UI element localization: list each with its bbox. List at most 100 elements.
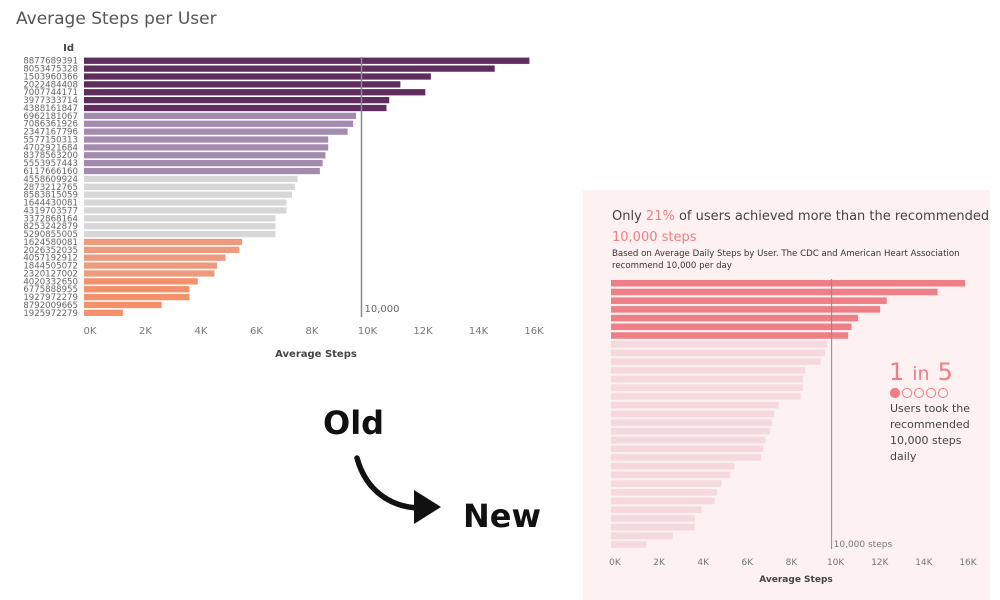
old-bar xyxy=(84,309,123,316)
old-x-tick-label: 10K xyxy=(358,326,378,337)
old-y-tick-label: 1624580081 xyxy=(23,238,78,248)
old-bar xyxy=(84,238,243,246)
new-bar xyxy=(611,393,801,400)
old-x-tick-label: 6K xyxy=(250,326,263,337)
title-prefix: Only xyxy=(612,209,646,224)
new-bar xyxy=(611,297,887,304)
new-bar xyxy=(611,332,849,339)
callout-one: 1 xyxy=(889,358,904,386)
old-y-tick-label: 5577150313 xyxy=(23,135,78,145)
old-bar xyxy=(84,293,190,301)
old-bar xyxy=(84,120,354,127)
new-bar xyxy=(611,471,731,479)
old-bar xyxy=(84,207,287,214)
old-y-tick-label: 8053475328 xyxy=(23,65,78,75)
old-y-tick-label: 3977333714 xyxy=(23,96,78,106)
new-bar xyxy=(611,515,695,522)
new-chart-title-line1: Only 21% of users achieved more than the… xyxy=(612,209,989,224)
old-y-tick-label: 2347167796 xyxy=(23,128,78,138)
new-bar xyxy=(611,445,764,452)
old-bar xyxy=(84,65,495,72)
old-y-tick-label: 4558609924 xyxy=(23,175,78,185)
new-bar xyxy=(611,367,806,374)
old-y-tick-label: 3372868164 xyxy=(23,214,78,224)
dot-empty-icon xyxy=(925,387,937,399)
old-bar xyxy=(84,160,323,167)
new-bar xyxy=(611,323,852,331)
new-subtitle-line2: recommend 10,000 per day xyxy=(612,261,732,271)
old-x-tick-label: 0K xyxy=(84,326,97,337)
old-bar xyxy=(84,230,276,238)
title-highlight: 21% xyxy=(646,209,675,224)
old-y-tick-label: 4702921684 xyxy=(23,143,78,153)
old-bar xyxy=(84,144,329,151)
old-bar xyxy=(84,262,218,269)
old-row-header: Id xyxy=(63,43,74,54)
new-bar xyxy=(611,489,717,496)
old-bar xyxy=(84,183,295,190)
dot-empty-icon xyxy=(937,387,949,399)
old-bar xyxy=(84,104,387,112)
old-bar xyxy=(84,81,401,88)
new-x-tick-label: 12K xyxy=(871,558,889,568)
old-bar xyxy=(84,215,276,222)
old-y-tick-label: 2026352035 xyxy=(23,246,78,256)
old-y-tick-label: 8877689391 xyxy=(23,57,78,67)
callout-in: in xyxy=(912,363,929,385)
new-bar xyxy=(611,358,821,365)
new-x-tick-label: 0K xyxy=(609,558,622,568)
new-subtitle-line1: Based on Average Daily Steps by User. Th… xyxy=(612,249,960,259)
old-bar xyxy=(84,301,162,309)
old-bar xyxy=(84,191,293,198)
old-bar xyxy=(84,246,240,253)
old-bar xyxy=(84,254,226,261)
old-bar xyxy=(84,167,320,175)
arrow-head-icon xyxy=(414,490,441,524)
old-y-tick-label: 2022484408 xyxy=(23,80,78,90)
old-y-tick-label: 4020332650 xyxy=(23,277,78,287)
dot-empty-icon xyxy=(913,387,925,399)
old-bars xyxy=(84,57,530,316)
old-bar xyxy=(84,199,287,206)
old-y-tick-label: 1503960366 xyxy=(23,72,78,82)
new-chart: Only 21% of users achieved more than the… xyxy=(609,209,989,585)
old-x-tick-label: 12K xyxy=(413,326,433,337)
old-y-tick-label: 4319703577 xyxy=(23,206,78,216)
dot-empty-icon xyxy=(901,387,913,399)
new-x-tick-label: 2K xyxy=(653,558,666,568)
old-y-tick-label: 1844505072 xyxy=(23,262,78,272)
old-x-tick-label: 2K xyxy=(139,326,152,337)
old-bar xyxy=(84,223,276,230)
old-y-tick-label: 1925972279 xyxy=(23,309,78,319)
new-x-tick-label: 10K xyxy=(827,558,845,568)
callout-line-1: Users took the xyxy=(890,402,970,415)
old-bar xyxy=(84,128,348,135)
old-y-tick-label: 5553957443 xyxy=(23,159,78,169)
old-bar xyxy=(84,270,215,277)
old-x-tick-label: 4K xyxy=(195,326,208,337)
old-x-tick-label: 16K xyxy=(524,326,544,337)
old-label: Old xyxy=(323,404,384,442)
new-bar xyxy=(611,462,735,470)
new-bar xyxy=(611,419,773,426)
new-bar xyxy=(611,428,770,435)
old-bar xyxy=(84,175,298,183)
new-x-tick-label: 8K xyxy=(786,558,799,568)
old-y-tick-label: 8378563200 xyxy=(23,151,78,161)
title-highlight-2: 10,000 steps xyxy=(612,230,697,245)
old-y-tick-label: 1644430081 xyxy=(23,199,78,209)
callout-dots xyxy=(889,387,949,399)
old-y-tick-label: 7007744171 xyxy=(23,88,78,98)
new-reference-label: 10,000 steps xyxy=(834,540,893,550)
callout-line-3: 10,000 steps xyxy=(890,434,962,447)
new-bar xyxy=(611,306,881,313)
old-reference-label: 10,000 xyxy=(365,304,400,315)
new-bar xyxy=(611,288,938,296)
new-bar xyxy=(611,506,702,513)
title-middle: of users achieved more than the recommen… xyxy=(675,209,989,224)
new-bar xyxy=(611,280,966,287)
callout-line-2: recommended xyxy=(890,418,970,431)
new-x-tick-label: 16K xyxy=(959,558,977,568)
old-bar xyxy=(84,136,329,143)
